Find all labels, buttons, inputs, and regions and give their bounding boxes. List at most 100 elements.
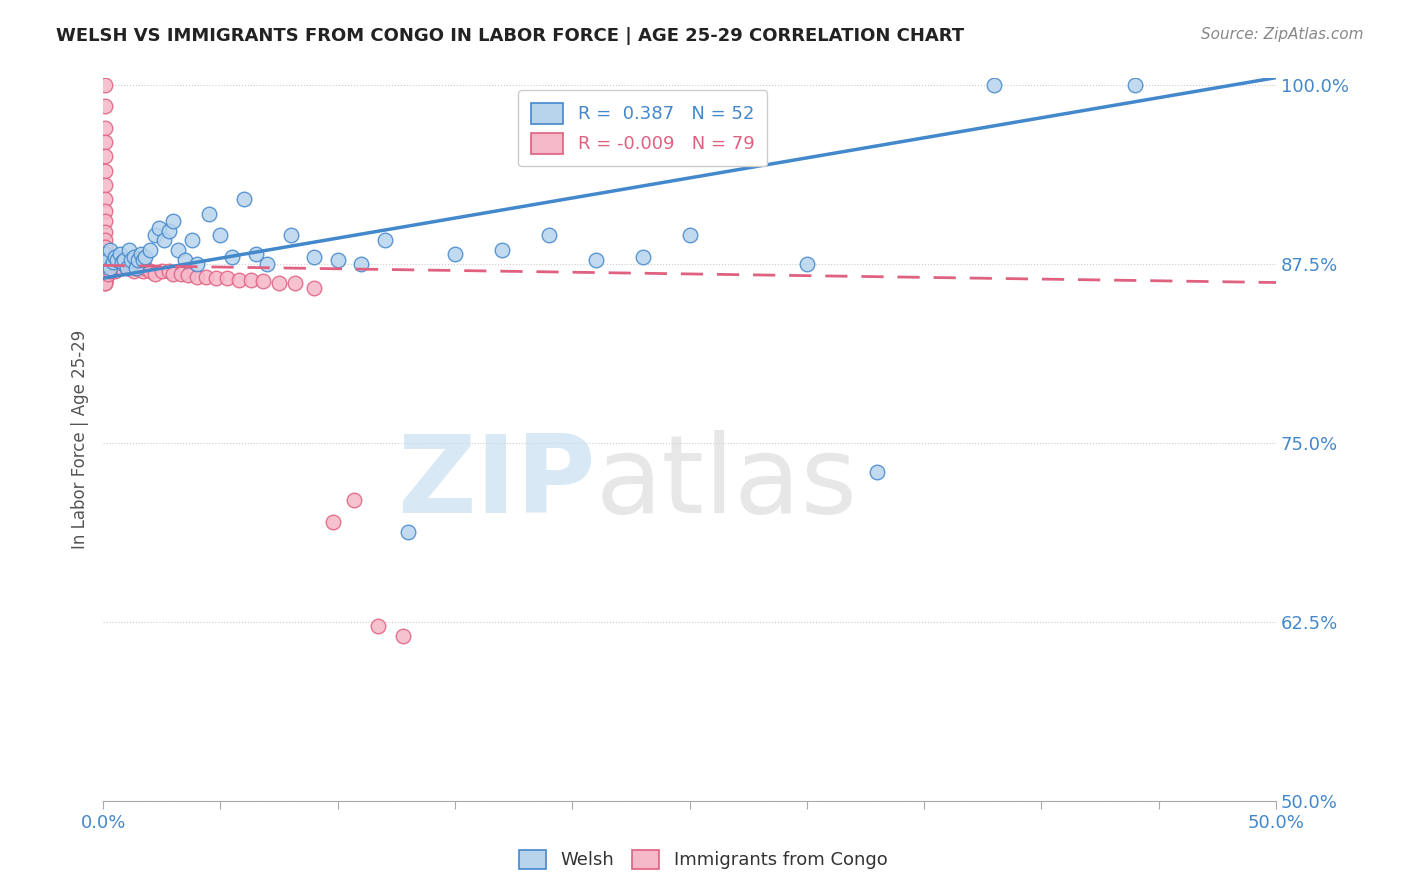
- Y-axis label: In Labor Force | Age 25-29: In Labor Force | Age 25-29: [72, 330, 89, 549]
- Text: Source: ZipAtlas.com: Source: ZipAtlas.com: [1201, 27, 1364, 42]
- Point: [132, 252, 155, 267]
- Point: [104, 264, 127, 278]
- Point: [115, 257, 138, 271]
- Point: [108, 257, 131, 271]
- Point: [239, 273, 262, 287]
- Point: [105, 257, 128, 271]
- Point: [94, 120, 117, 135]
- Point: [112, 252, 135, 267]
- Text: ZIP: ZIP: [398, 430, 596, 536]
- Point: [256, 257, 278, 271]
- Point: [585, 252, 607, 267]
- Point: [343, 493, 366, 508]
- Point: [94, 163, 117, 178]
- Point: [127, 257, 149, 271]
- Point: [491, 243, 513, 257]
- Point: [118, 261, 141, 276]
- Text: WELSH VS IMMIGRANTS FROM CONGO IN LABOR FORCE | AGE 25-29 CORRELATION CHART: WELSH VS IMMIGRANTS FROM CONGO IN LABOR …: [56, 27, 965, 45]
- Point: [94, 99, 117, 113]
- Point: [132, 264, 155, 278]
- Point: [94, 257, 117, 271]
- Point: [139, 264, 162, 278]
- Point: [101, 261, 124, 276]
- Point: [101, 257, 124, 271]
- Point: [94, 257, 117, 271]
- Point: [94, 276, 117, 290]
- Point: [678, 228, 700, 243]
- Point: [796, 257, 818, 271]
- Point: [134, 261, 156, 276]
- Text: atlas: atlas: [596, 430, 858, 536]
- Point: [284, 276, 307, 290]
- Point: [122, 250, 145, 264]
- Point: [129, 247, 152, 261]
- Point: [97, 261, 120, 276]
- Point: [101, 255, 124, 269]
- Point: [153, 233, 176, 247]
- Point: [280, 228, 302, 243]
- Point: [111, 255, 134, 269]
- Point: [1123, 78, 1146, 92]
- Point: [104, 261, 127, 276]
- Point: [94, 78, 117, 92]
- Point: [97, 267, 120, 281]
- Point: [148, 221, 170, 235]
- Point: [374, 233, 396, 247]
- Point: [350, 257, 373, 271]
- Point: [157, 224, 180, 238]
- Point: [94, 261, 117, 276]
- Point: [94, 149, 117, 163]
- Point: [98, 252, 121, 267]
- Point: [120, 257, 142, 271]
- Point: [302, 281, 325, 295]
- Point: [94, 214, 117, 228]
- Point: [97, 252, 120, 267]
- Point: [167, 243, 190, 257]
- Point: [209, 228, 232, 243]
- Point: [97, 257, 120, 271]
- Legend: Welsh, Immigrants from Congo: Welsh, Immigrants from Congo: [509, 841, 897, 879]
- Point: [94, 252, 117, 267]
- Point: [162, 214, 184, 228]
- Point: [94, 203, 117, 218]
- Point: [94, 276, 117, 290]
- Point: [174, 252, 197, 267]
- Point: [94, 267, 117, 281]
- Point: [176, 268, 198, 283]
- Point: [252, 274, 274, 288]
- Point: [125, 261, 148, 276]
- Point: [111, 261, 134, 276]
- Point: [98, 261, 121, 276]
- Point: [94, 274, 117, 288]
- Point: [118, 243, 141, 257]
- Point: [108, 261, 131, 276]
- Point: [125, 261, 148, 276]
- Point: [150, 264, 173, 278]
- Point: [101, 252, 124, 267]
- Point: [105, 261, 128, 276]
- Point: [322, 515, 344, 529]
- Point: [186, 269, 208, 284]
- Point: [120, 261, 142, 276]
- Point: [94, 233, 117, 247]
- Point: [326, 252, 349, 267]
- Point: [98, 243, 121, 257]
- Point: [392, 629, 415, 643]
- Point: [302, 250, 325, 264]
- Point: [127, 252, 149, 267]
- Point: [143, 228, 166, 243]
- Point: [105, 252, 128, 267]
- Point: [97, 264, 120, 278]
- Point: [232, 193, 254, 207]
- Point: [983, 78, 1005, 92]
- Point: [169, 267, 191, 281]
- Legend: R =  0.387   N = 52, R = -0.009   N = 79: R = 0.387 N = 52, R = -0.009 N = 79: [519, 90, 768, 166]
- Point: [94, 193, 117, 207]
- Point: [157, 264, 180, 278]
- Point: [221, 250, 243, 264]
- Point: [94, 247, 117, 261]
- Point: [115, 261, 138, 276]
- Point: [195, 269, 218, 284]
- Point: [94, 269, 117, 284]
- Point: [204, 271, 226, 285]
